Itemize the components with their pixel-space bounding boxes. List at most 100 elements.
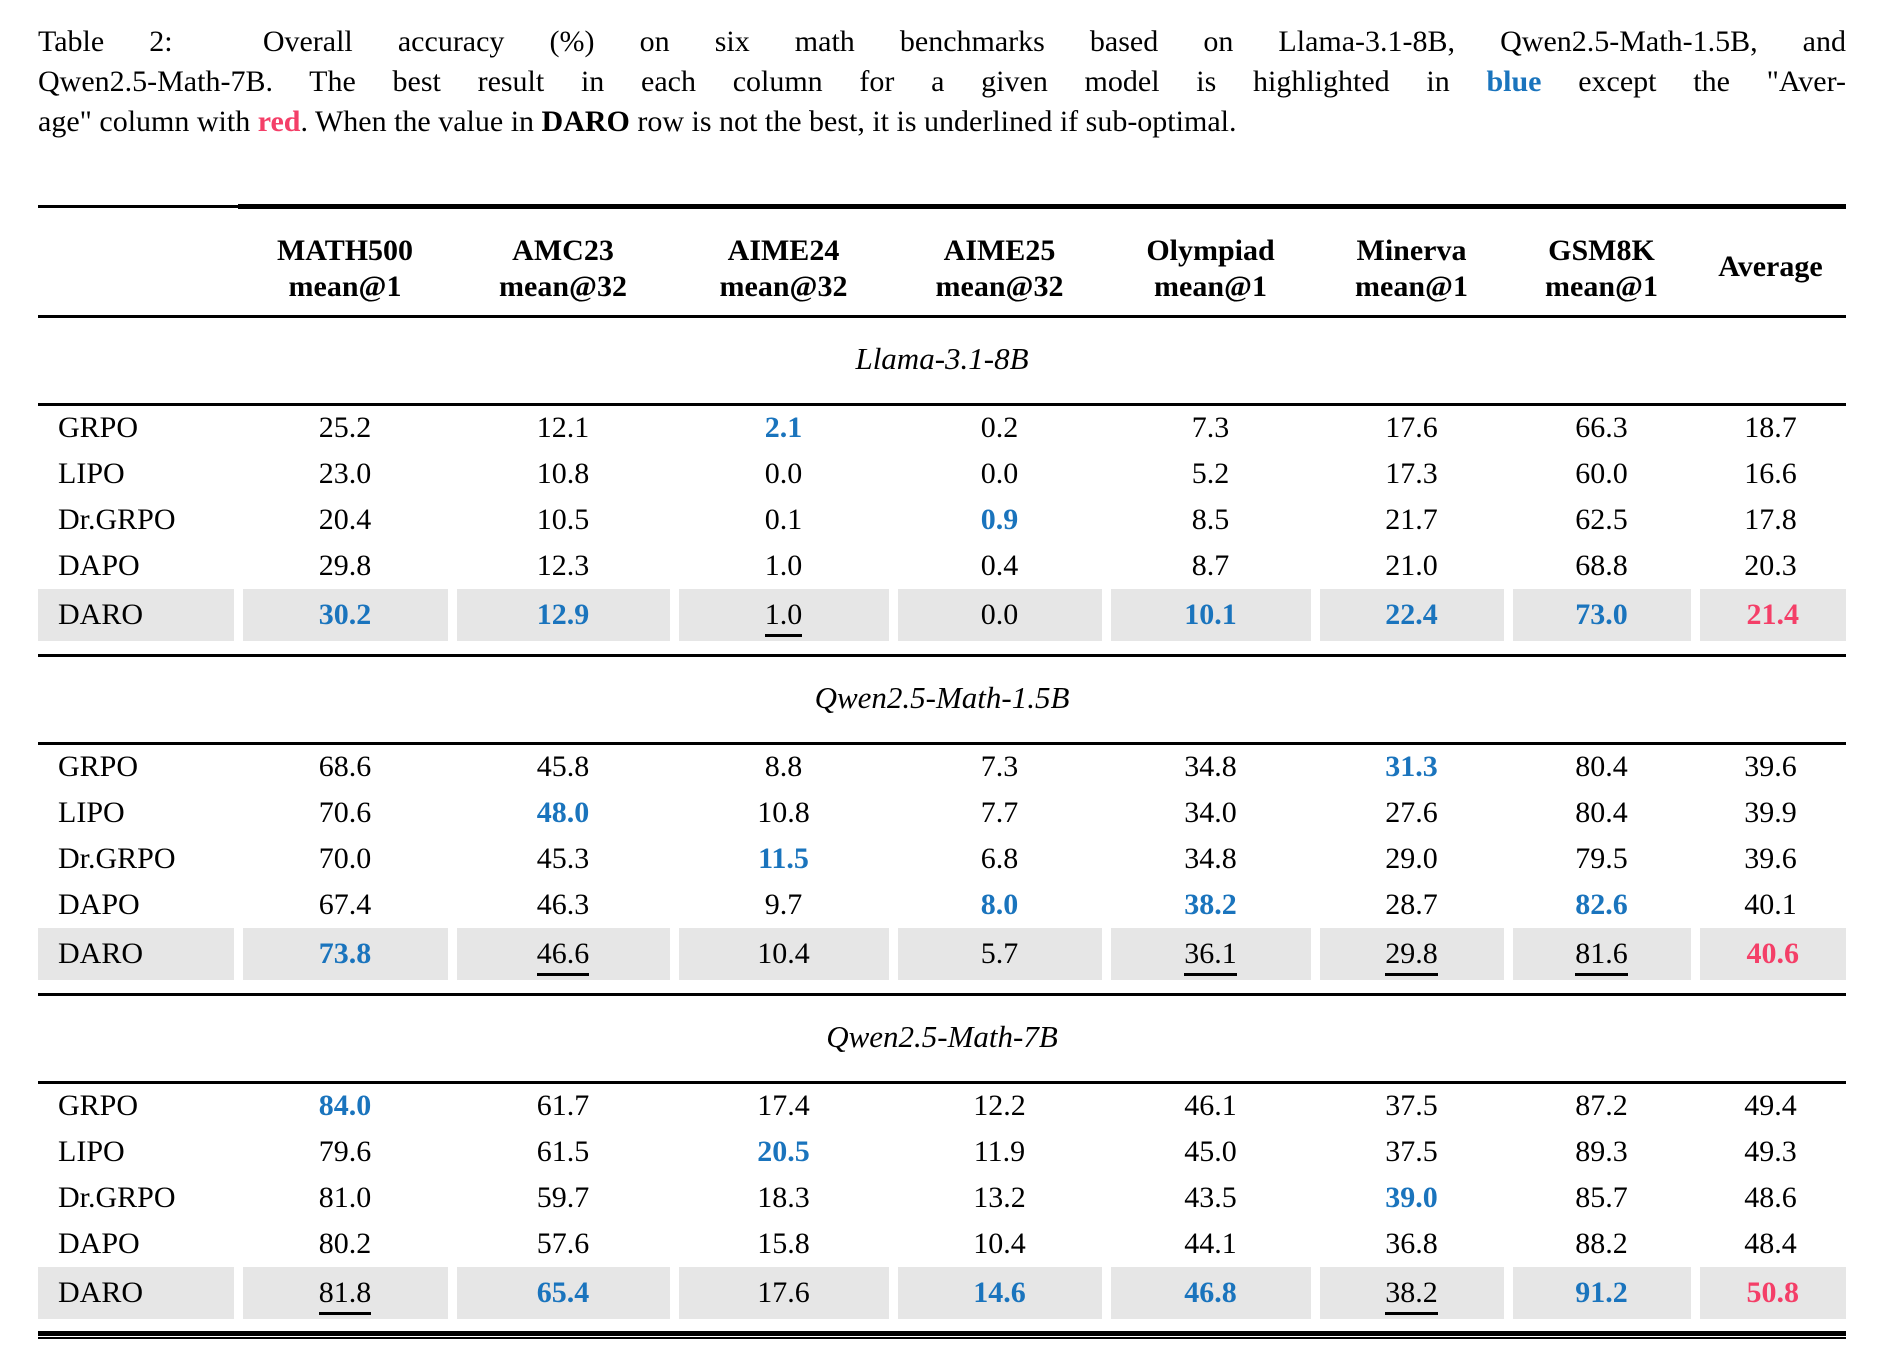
value: 17.6: [1385, 411, 1438, 445]
method-label: LIPO: [58, 795, 125, 829]
value: 17.3: [1385, 456, 1438, 490]
results-table: MATH500 AMC23 AIME24 AIME25 Olympiad Minerva G…: [38, 204, 1846, 1339]
value-cell: 8.7: [1106, 543, 1315, 589]
value-cell: 45.0: [1106, 1129, 1315, 1175]
value-cell: 23.0: [238, 451, 452, 497]
value: 79.6: [318, 1134, 372, 1168]
value: 10.4: [973, 1226, 1026, 1260]
value-cell: 38.2: [1106, 882, 1315, 928]
method-label: DARO: [38, 1266, 238, 1319]
caption-text: Table 2: Overall accuracy (%) on six mat…: [38, 25, 1846, 58]
section-title-row: Qwen2.5-Math-7B: [38, 994, 1846, 1084]
table-row-daro: DARO 81.8 65.4 17.6 14.6 46.8 38.2 91.2 50.8: [38, 1266, 1846, 1319]
value: 16.6: [1744, 456, 1797, 490]
value-cell: 48.4: [1695, 1221, 1846, 1267]
column-subheader-olympiad: mean@1: [1106, 267, 1315, 318]
caption-text: row is not the best, it is underlined if…: [629, 105, 1237, 138]
value: 7.3: [980, 750, 1019, 784]
value: 18.3: [757, 1180, 810, 1214]
column-header-minerva: Minerva: [1315, 204, 1508, 268]
value-cell: 79.6: [238, 1129, 452, 1175]
caption-text: Qwen2.5-Math-7B. The best result in each…: [38, 65, 1487, 98]
value-cell: 10.8: [452, 451, 674, 497]
section-rule: [38, 979, 1846, 996]
value-cell: 0.9: [893, 497, 1106, 543]
value: 12.3: [536, 548, 590, 582]
value: 2.1: [764, 411, 803, 445]
value-cell: 16.6: [1695, 451, 1846, 497]
value: 8.8: [764, 750, 803, 784]
value: 46.6: [536, 936, 590, 976]
value: 65.4: [536, 1275, 590, 1309]
value: 38.2: [1184, 887, 1237, 921]
value-cell: 17.8: [1695, 497, 1846, 543]
value-cell: 17.6: [1315, 405, 1508, 451]
value: 39.6: [1744, 750, 1797, 784]
table-row-dapo: DAPO 29.8 12.3 1.0 0.4 8.7 21.0 68.8 20.3: [38, 543, 1846, 589]
value: 87.2: [1575, 1089, 1628, 1123]
table-row-drgrpo: Dr.GRPO 20.4 10.5 0.1 0.9 8.5 21.7 62.5 17.8: [38, 497, 1846, 543]
table-row-grpo: GRPO 68.6 45.8 8.8 7.3 34.8 31.3 80.4 39.6: [38, 744, 1846, 790]
value-cell: 39.6: [1695, 744, 1846, 790]
value-cell: 87.2: [1508, 1083, 1695, 1129]
value: 85.7: [1575, 1180, 1628, 1214]
value-cell: 45.8: [452, 744, 674, 790]
value: 48.4: [1744, 1226, 1797, 1260]
caption-text: except the "Aver-: [1541, 65, 1847, 98]
section-title: Qwen2.5-Math-1.5B: [38, 655, 1846, 745]
value-cell: 81.6: [1503, 927, 1695, 980]
value-cell: 39.0: [1315, 1175, 1508, 1221]
value: 17.4: [757, 1089, 810, 1123]
value-cell: 17.6: [669, 1266, 893, 1319]
value-cell: 12.3: [452, 543, 674, 589]
value-cell: 48.6: [1695, 1175, 1846, 1221]
value-cell: 34.8: [1106, 744, 1315, 790]
table-row-dapo: DAPO 67.4 46.3 9.7 8.0 38.2 28.7 82.6 40.1: [38, 882, 1846, 928]
value-cell: 21.0: [1315, 543, 1508, 589]
section-3: Qwen2.5-Math-7B GRPO 84.0 61.7 17.4 12.2 46.1 3…: [38, 994, 1846, 1339]
value-cell: 17.4: [674, 1083, 893, 1129]
value-cell: 21.4: [1690, 588, 1846, 641]
value-cell: 20.4: [238, 497, 452, 543]
value: 88.2: [1575, 1226, 1628, 1260]
value-cell: 28.7: [1315, 882, 1508, 928]
value: 1.0: [764, 597, 803, 637]
value: 48.0: [536, 795, 590, 829]
value-cell: 29.8: [238, 543, 452, 589]
value: 12.9: [536, 597, 590, 631]
value-cell: 0.0: [888, 588, 1106, 641]
value-cell: 1.0: [669, 588, 893, 641]
rule-line: [38, 1318, 1846, 1336]
value-cell: 7.7: [893, 790, 1106, 836]
value: 0.2: [980, 411, 1019, 445]
value: 14.6: [973, 1275, 1026, 1309]
section-1: Llama-3.1-8B GRPO 25.2 12.1 2.1 0.2 7.3 17.6 66.…: [38, 316, 1846, 657]
value: 46.8: [1184, 1275, 1237, 1309]
value-cell: 49.3: [1695, 1129, 1846, 1175]
method-label: Dr.GRPO: [58, 841, 176, 875]
value-cell: 80.4: [1508, 744, 1695, 790]
value: 38.2: [1385, 1275, 1438, 1315]
value-cell: 36.8: [1315, 1221, 1508, 1267]
value: 49.3: [1744, 1134, 1797, 1168]
column-header-average: Average: [1695, 204, 1846, 318]
value: 81.6: [1575, 936, 1628, 976]
value: 8.5: [1191, 502, 1230, 536]
value-cell: 39.6: [1695, 836, 1846, 882]
column-header-gsm8k: GSM8K: [1508, 204, 1695, 268]
value-cell: 10.1: [1101, 588, 1315, 641]
value: 8.7: [1191, 548, 1230, 582]
value-cell: 8.0: [893, 882, 1106, 928]
value: 67.4: [318, 887, 372, 921]
caption-line-1: Table 2: Overall accuracy (%) on six mat…: [38, 22, 1846, 62]
value: 39.6: [1744, 841, 1797, 875]
value-cell: 68.8: [1508, 543, 1695, 589]
value: 48.6: [1744, 1180, 1797, 1214]
value: 46.3: [536, 887, 590, 921]
value-cell: 39.9: [1695, 790, 1846, 836]
value-cell: 37.5: [1315, 1129, 1508, 1175]
value: 49.4: [1744, 1089, 1797, 1123]
caption-bold-term: DARO: [541, 105, 630, 138]
value: 62.5: [1575, 502, 1628, 536]
